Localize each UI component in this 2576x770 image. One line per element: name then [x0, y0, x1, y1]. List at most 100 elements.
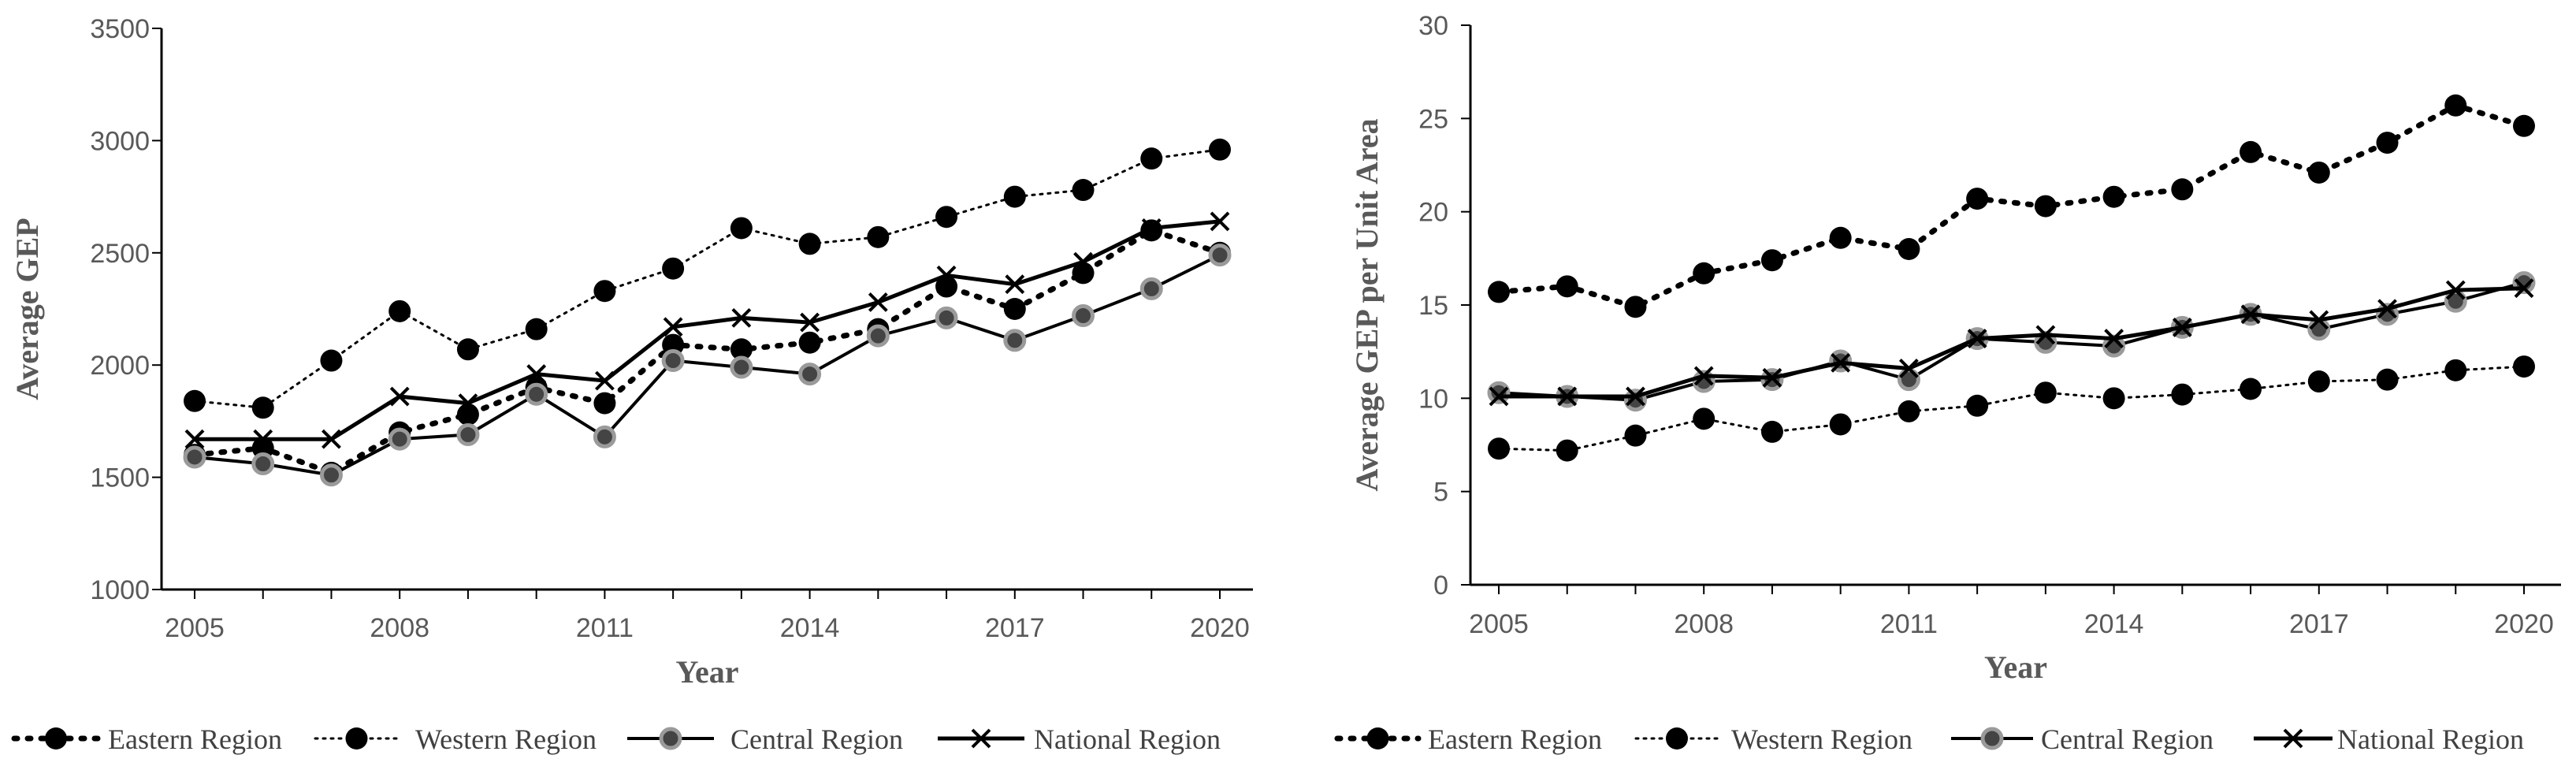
y-tick-label: 5	[1433, 478, 1448, 508]
series-line-eastern	[191, 227, 1223, 476]
data-point-national	[936, 265, 957, 285]
series-eastern	[1488, 94, 2535, 318]
data-point-western	[1898, 400, 1920, 422]
legend-item-eastern: Eastern Region	[11, 724, 282, 755]
series-national	[1489, 278, 2534, 407]
data-point-western	[662, 257, 685, 280]
y-tick-label: 2000	[90, 351, 150, 381]
data-point-national	[1626, 386, 1645, 407]
y-tick-label: 15	[1418, 291, 1448, 321]
series-line-western	[193, 148, 1221, 409]
data-point-western	[388, 299, 411, 322]
series-national	[184, 211, 1230, 449]
data-point-western	[525, 318, 548, 340]
data-point-national	[1693, 366, 1714, 386]
series-line-national	[1499, 286, 2525, 399]
x-tick-label: 2008	[1674, 609, 1734, 639]
series-eastern	[184, 219, 1231, 484]
data-point-national	[1967, 329, 1987, 349]
data-point-national	[389, 386, 410, 407]
data-point-western	[1624, 424, 1647, 447]
data-point-eastern	[1760, 249, 1783, 272]
data-point-eastern	[2376, 132, 2399, 154]
legend-marker-central	[1980, 727, 2004, 750]
data-point-national	[458, 393, 478, 414]
data-point-western	[730, 217, 753, 240]
y-axis-title: Average GEP per Unit Area	[1349, 118, 1385, 491]
data-point-national	[1073, 251, 1093, 272]
data-point-western	[2307, 370, 2330, 393]
y-tick-label: 0	[1433, 571, 1448, 601]
y-tick-label: 2500	[90, 239, 150, 269]
legend-item-central: Central Region	[1951, 724, 2214, 755]
data-point-national	[1557, 386, 1578, 407]
legend-label-national: National Region	[2337, 724, 2524, 755]
data-point-eastern	[1556, 275, 1578, 298]
data-point-western	[1829, 413, 1852, 436]
legend-label-eastern: Eastern Region	[1428, 724, 1602, 755]
data-point-central	[251, 452, 275, 476]
x-tick-label: 2020	[2494, 609, 2554, 639]
data-point-western	[2444, 359, 2467, 381]
data-point-central	[1072, 304, 1095, 328]
data-point-eastern	[2513, 114, 2535, 137]
data-point-eastern	[730, 338, 753, 361]
data-point-central	[525, 382, 548, 406]
legend-marker-national	[2283, 728, 2303, 749]
data-point-national	[1762, 367, 1782, 388]
data-point-western	[251, 396, 274, 419]
data-point-eastern	[1693, 262, 1715, 285]
data-point-eastern	[2034, 195, 2057, 218]
legend-label-western: Western Region	[415, 724, 597, 755]
data-point-western	[1072, 179, 1095, 202]
data-point-national	[2035, 325, 2056, 345]
legend-marker-eastern	[1366, 727, 1389, 750]
data-point-eastern	[593, 392, 616, 415]
data-point-eastern	[2444, 94, 2467, 117]
data-point-national	[2240, 304, 2261, 325]
data-point-national	[2309, 310, 2329, 330]
legend-marker-eastern	[45, 727, 67, 750]
data-point-western	[456, 338, 479, 361]
data-point-central	[1487, 381, 1511, 404]
x-tick-label: 2020	[1190, 613, 1250, 643]
data-point-national	[2514, 278, 2534, 299]
chart-average-gep: 1000 1500 2000 2500 3000 3500 2005 2008 2011 2014…	[9, 14, 1253, 755]
data-point-eastern	[1829, 226, 1852, 249]
series-central	[183, 244, 1232, 487]
data-point-eastern	[1003, 298, 1026, 320]
legend-item-western: Western Region	[1634, 724, 1912, 755]
data-point-national	[731, 307, 752, 328]
legend-item-national: National Region	[2254, 724, 2524, 755]
data-point-eastern	[2240, 140, 2262, 163]
legend-item-national: National Region	[938, 724, 1221, 755]
data-point-national	[594, 370, 615, 391]
data-point-national	[1831, 352, 1851, 373]
legend-marker-national	[971, 728, 991, 749]
data-point-eastern	[1898, 238, 1920, 260]
x-axis-title: Year	[676, 654, 739, 690]
data-point-national	[1210, 211, 1230, 232]
series-central	[1487, 271, 2536, 412]
data-point-western	[2034, 381, 2057, 404]
legend-item-western: Western Region	[314, 724, 597, 755]
y-axis-title: Average GEP	[9, 218, 45, 400]
data-point-central	[593, 425, 616, 448]
legend-marker-central	[659, 727, 682, 750]
y-tick-label: 30	[1418, 11, 1448, 41]
data-point-national	[526, 364, 547, 385]
data-point-eastern	[2307, 161, 2330, 184]
data-point-national	[2377, 299, 2397, 319]
data-point-national	[322, 429, 341, 449]
data-point-national	[1489, 386, 1509, 407]
data-point-central	[935, 306, 958, 329]
legend-marker-western	[345, 727, 368, 750]
data-point-national	[1141, 218, 1162, 238]
data-point-western	[184, 389, 206, 412]
x-tick-label: 2017	[985, 613, 1045, 643]
y-tick-label: 1500	[90, 463, 150, 493]
data-point-national	[184, 429, 205, 449]
data-point-western	[2171, 383, 2194, 406]
data-point-national	[868, 292, 888, 312]
data-point-central	[661, 349, 685, 373]
